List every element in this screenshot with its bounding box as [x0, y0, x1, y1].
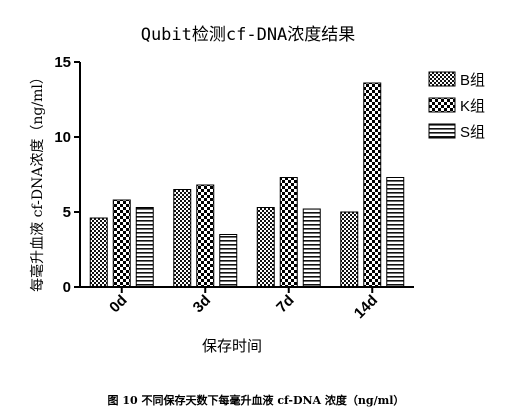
bar-3-1 — [135, 207, 154, 288]
bar-1-1 — [89, 217, 108, 288]
y-tick-label-4: 15 — [54, 54, 71, 71]
legend-label-1: B组 — [460, 72, 485, 89]
legend: B组 K组 S组 — [428, 71, 485, 141]
legend-label-3: S组 — [460, 124, 485, 141]
bar-1-3 — [256, 207, 275, 288]
legend-swatch-1 — [428, 71, 456, 87]
y-tick-label-1: 0 — [63, 279, 71, 296]
x-tick-label-2: 3d — [190, 292, 214, 316]
y-axis-title: 每毫升血液 cf-DNA浓度（ng/ml） — [29, 70, 46, 292]
x-tick-label-1: 0d — [106, 292, 130, 316]
x-tick-label-4: 14d — [351, 292, 381, 322]
legend-swatch-3 — [428, 123, 456, 139]
x-axis-title: 保存时间 — [202, 337, 262, 355]
bar-2-4 — [363, 82, 382, 288]
bar-2-3 — [279, 177, 298, 288]
y-tick-label-2: 5 — [63, 204, 71, 221]
y-tick-label-3: 10 — [54, 129, 71, 146]
chart-title: Qubit检测cf-DNA浓度结果 — [141, 25, 356, 45]
legend-swatch-2 — [428, 97, 456, 113]
bar-3-4 — [386, 177, 405, 288]
bar-3-3 — [302, 208, 321, 288]
bar-1-2 — [173, 189, 192, 288]
x-tick-label-3: 7d — [273, 292, 297, 316]
legend-label-2: K组 — [460, 98, 485, 115]
plot-area: 0 5 10 15 0d 3d 7d 14d — [54, 54, 414, 322]
figure-caption: 图 10 不同保存天数下每毫升血液 cf-DNA 浓度（ng/ml） — [108, 393, 405, 407]
bar-1-4 — [340, 211, 359, 288]
bar-2-1 — [112, 199, 131, 288]
bar-2-2 — [196, 184, 215, 288]
bar-3-2 — [219, 234, 238, 288]
